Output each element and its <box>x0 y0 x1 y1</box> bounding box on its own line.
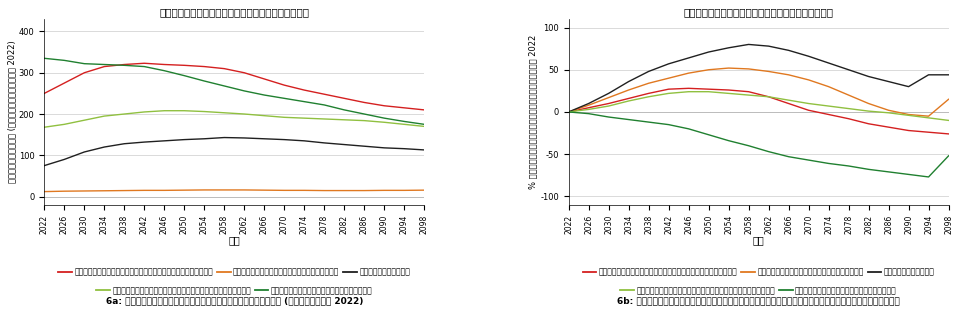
Legend: กองทุนหลักประกันสุขภาพแห่งชาติ, ภาษีเงินได้บุคคลธรรมดา: กองทุนหลักประกันสุขภาพแห่งชาติ, ภาษีเงิน… <box>617 283 900 298</box>
Text: 6a: มูลค่ารายรับรายจ่ายที่แท้จริง (มูลค่าปี 2022): 6a: มูลค่ารายรับรายจ่ายที่แท้จริง (มูลค่… <box>106 296 363 305</box>
Y-axis label: พันล้านบาท (มูลค่าจริงปี 2022): พันล้านบาท (มูลค่าจริงปี 2022) <box>7 41 16 183</box>
X-axis label: ปี: ปี <box>753 235 764 245</box>
Title: ระดับรายรับรายจ่ายภาครัฐ: ระดับรายรับรายจ่ายภาครัฐ <box>159 7 309 17</box>
Y-axis label: % การเปลี่ยนแปลงเทียบกับปี 2022: % การเปลี่ยนแปลงเทียบกับปี 2022 <box>528 35 538 189</box>
Text: 6b: อัตราการขยายตัวของรายรับรายจ่ายในมูลค่าที่แท้จริง: 6b: อัตราการขยายตัวของรายรับรายจ่ายในมูล… <box>617 296 900 305</box>
Title: ระดับรายรับรายจ่ายภาครัฐ: ระดับรายรับรายจ่ายภาครัฐ <box>684 7 833 17</box>
Legend: กองทุนหลักประกันสุขภาพแห่งชาติ, ภาษีเงินได้บุคคลธรรมดา: กองทุนหลักประกันสุขภาพแห่งชาติ, ภาษีเงิน… <box>93 283 375 298</box>
X-axis label: ปี: ปี <box>228 235 240 245</box>
